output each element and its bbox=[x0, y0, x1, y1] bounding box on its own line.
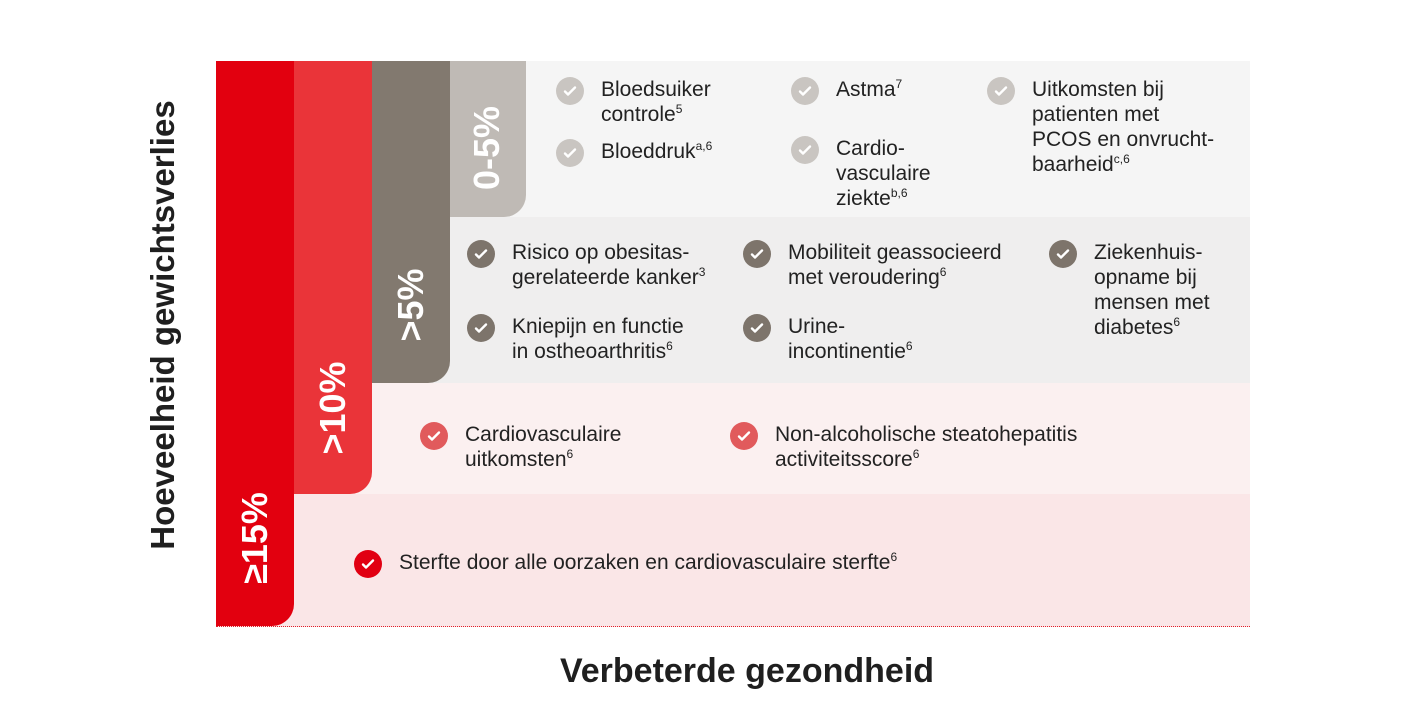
list-item: Bloedsuiker controle5 bbox=[556, 77, 711, 127]
item-text: Astma7 bbox=[836, 77, 903, 101]
check-circle-icon bbox=[730, 422, 758, 450]
item-text: Sterfte door alle oorzaken en cardiovasc… bbox=[399, 550, 898, 574]
check-circle-icon bbox=[556, 77, 584, 105]
tier-0-5-label: 0-5% bbox=[466, 105, 507, 191]
check-circle-icon bbox=[1049, 240, 1077, 268]
check-circle-icon bbox=[791, 77, 819, 105]
check-circle-icon bbox=[743, 314, 771, 342]
tier-10-column bbox=[294, 61, 372, 494]
check-circle-icon bbox=[354, 550, 382, 578]
item-text: Bloedsuiker controle5 bbox=[601, 78, 711, 126]
list-item: Urine- incontinentie6 bbox=[743, 314, 913, 364]
item-text: Cardio- vasculaire ziekteb,6 bbox=[836, 137, 931, 210]
item-text: Bloeddruka,6 bbox=[601, 139, 713, 163]
list-item: Non-alcoholische steatohepatitis activit… bbox=[730, 422, 1077, 472]
check-circle-icon bbox=[791, 136, 819, 164]
item-text: Cardiovasculaire uitkomsten6 bbox=[465, 423, 622, 471]
y-axis-label: Hoeveelheid gewichtsverlies bbox=[144, 100, 181, 550]
list-item: Bloeddruka,6 bbox=[556, 139, 712, 167]
tier-5-label: >5% bbox=[390, 268, 431, 342]
check-circle-icon bbox=[467, 240, 495, 268]
item-text: Uitkomsten bij patienten met PCOS en onv… bbox=[1032, 78, 1215, 176]
tier-15-column bbox=[216, 61, 294, 626]
item-text: Mobiliteit geassocieerd met veroudering6 bbox=[788, 241, 1002, 289]
list-item: Uitkomsten bij patienten met PCOS en onv… bbox=[987, 77, 1214, 177]
tier-0-5-column bbox=[450, 61, 526, 217]
tier-5-column bbox=[372, 61, 450, 383]
list-item: Sterfte door alle oorzaken en cardiovasc… bbox=[354, 550, 897, 578]
list-item: Astma7 bbox=[791, 77, 902, 105]
list-item: Cardio- vasculaire ziekteb,6 bbox=[791, 136, 931, 211]
check-circle-icon bbox=[420, 422, 448, 450]
list-item: Risico op obesitas- gerelateerde kanker3 bbox=[467, 240, 705, 290]
list-item: Ziekenhuis- opname bij mensen met diabet… bbox=[1049, 240, 1210, 340]
item-text: Ziekenhuis- opname bij mensen met diabet… bbox=[1094, 241, 1210, 339]
tier-10-label: >10% bbox=[312, 361, 353, 455]
item-text: Kniepijn en functie in ostheoarthritis6 bbox=[512, 315, 684, 363]
item-text: Urine- incontinentie6 bbox=[788, 315, 913, 363]
check-circle-icon bbox=[743, 240, 771, 268]
band-15 bbox=[216, 494, 1250, 627]
list-item: Cardiovasculaire uitkomsten6 bbox=[420, 422, 621, 472]
tier-15-label: ≥15% bbox=[234, 492, 275, 584]
item-text: Non-alcoholische steatohepatitis activit… bbox=[775, 423, 1078, 471]
list-item: Kniepijn en functie in ostheoarthritis6 bbox=[467, 314, 684, 364]
item-text: Risico op obesitas- gerelateerde kanker3 bbox=[512, 241, 706, 289]
check-circle-icon bbox=[987, 77, 1015, 105]
check-circle-icon bbox=[467, 314, 495, 342]
x-axis-label: Verbeterde gezondheid bbox=[559, 652, 935, 690]
list-item: Mobiliteit geassocieerd met veroudering6 bbox=[743, 240, 1002, 290]
check-circle-icon bbox=[556, 139, 584, 167]
